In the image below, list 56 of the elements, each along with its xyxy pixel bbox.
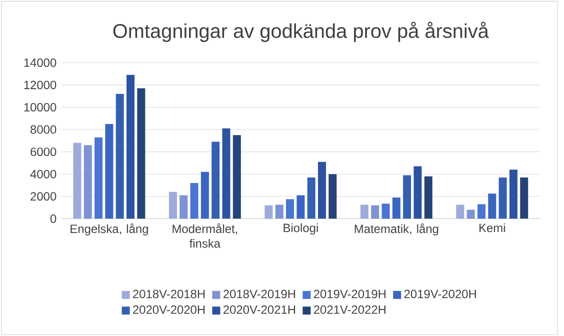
bar bbox=[456, 204, 464, 219]
legend-label: 2021V-2022H bbox=[314, 305, 386, 314]
chart-title: Omtagningar av godkända prov på årsnivå bbox=[113, 22, 489, 42]
bar bbox=[414, 166, 422, 219]
bar bbox=[328, 174, 337, 219]
legend-label: 2018V-2018H bbox=[133, 290, 205, 298]
bar bbox=[286, 199, 294, 219]
bar bbox=[222, 128, 230, 219]
bar bbox=[126, 74, 135, 219]
bar bbox=[190, 183, 198, 219]
bar bbox=[180, 195, 188, 219]
bar bbox=[318, 162, 326, 219]
y-tick-label: 10000 bbox=[24, 103, 56, 112]
bar bbox=[307, 177, 316, 219]
bar bbox=[168, 192, 177, 219]
bar bbox=[392, 197, 400, 219]
bar bbox=[94, 137, 103, 219]
bar bbox=[360, 204, 368, 219]
bar bbox=[200, 172, 209, 219]
bar bbox=[116, 94, 124, 219]
bar bbox=[73, 142, 82, 219]
y-tick-label: 14000 bbox=[24, 58, 56, 67]
y-tick-label: 8000 bbox=[30, 125, 56, 134]
y-tick-label: 12000 bbox=[24, 80, 56, 90]
legend-label: 2020V-2021H bbox=[223, 305, 296, 314]
bar bbox=[105, 124, 114, 219]
bar bbox=[477, 204, 486, 219]
bar bbox=[232, 135, 241, 219]
y-tick-label: 6000 bbox=[30, 148, 56, 156]
y-tick-label: 0 bbox=[50, 214, 56, 223]
x-tick-label: Biologi bbox=[284, 223, 318, 234]
bar bbox=[264, 205, 273, 219]
y-tick-label: 4000 bbox=[30, 170, 56, 178]
bar bbox=[488, 194, 496, 219]
bar bbox=[382, 204, 390, 219]
bar bbox=[424, 176, 432, 219]
x-tick-label: Kemi bbox=[479, 223, 505, 232]
bar bbox=[509, 170, 518, 219]
legend-label: 2019V-2019H bbox=[314, 290, 386, 298]
x-tick-label: Engelska, lång bbox=[70, 223, 148, 236]
bar bbox=[137, 88, 146, 219]
bar bbox=[371, 205, 380, 219]
legend-label: 2018V-2019H bbox=[223, 290, 296, 298]
bar bbox=[498, 177, 507, 219]
x-tick-label: Modermålet, finska bbox=[172, 223, 238, 248]
bar bbox=[403, 175, 412, 219]
bar bbox=[275, 204, 284, 219]
bar bbox=[466, 210, 475, 219]
x-tick-label: Matematik, lång bbox=[354, 223, 438, 236]
bar bbox=[520, 177, 528, 219]
bar bbox=[296, 195, 305, 219]
bar bbox=[212, 142, 220, 219]
legend-label: 2020V-2020H bbox=[133, 305, 205, 314]
legend-label: 2019V-2020H bbox=[404, 290, 476, 298]
y-tick-label: 2000 bbox=[30, 192, 56, 201]
bar bbox=[84, 145, 92, 219]
